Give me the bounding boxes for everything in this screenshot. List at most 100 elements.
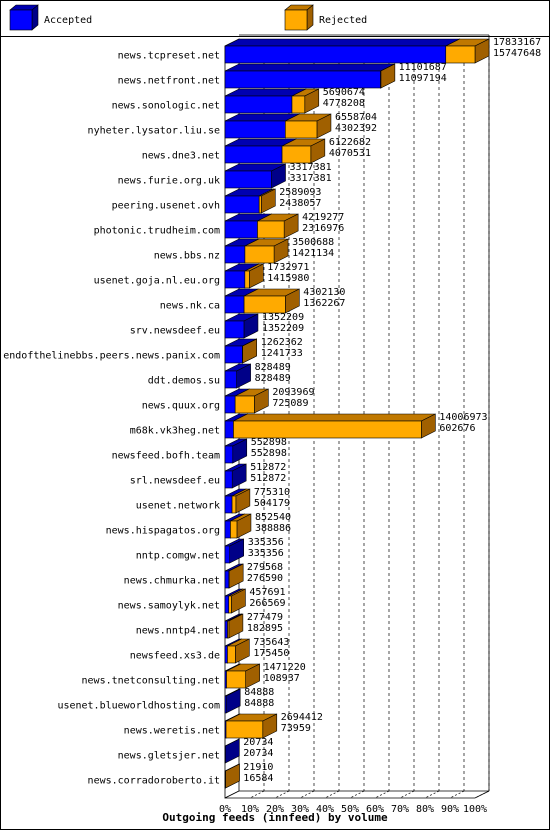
category-label: news.sonologic.net [112,101,220,112]
value-label-accepted: 15747648 [493,48,541,59]
bar-accepted [224,438,248,464]
value-label-offered: 4219277 [302,212,344,223]
value-label-offered: 21910 [243,762,273,773]
value-label-offered: 279568 [247,562,283,573]
bar-accepted [224,738,240,764]
x-tick-label: 100% [463,804,487,815]
bar-rejected [226,663,260,689]
x-tick-label: 20% [266,804,284,815]
category-label: photonic.trudheim.com [94,226,220,237]
x-tick-label: 10% [241,804,259,815]
bar-rejected [234,388,269,414]
value-label-accepted: 1352209 [262,323,304,334]
bar-accepted [224,63,395,89]
legend-accepted-label: Accepted [44,15,92,26]
floor-grid-line [424,790,440,799]
bar-rejected [258,188,276,214]
bar-rejected [380,63,396,89]
value-label-offered: 14006973 [439,412,487,423]
category-labels: news.tcpreset.net news.netfront.net news.s… [3,51,220,787]
value-label-accepted: 4778208 [323,98,365,109]
value-label-accepted: 175450 [253,648,289,659]
category-label: news.tcpreset.net [118,51,220,62]
value-label-accepted: 73959 [281,723,311,734]
bar-rejected [244,238,289,264]
floor-grid-line [324,790,340,799]
value-label-accepted: 11097194 [399,73,447,84]
bar-rejected [224,763,240,789]
value-label-accepted: 602676 [439,423,475,434]
value-label-accepted: 3317381 [290,173,332,184]
category-label: news.weretis.net [124,726,220,737]
value-label-offered: 512872 [250,462,286,473]
value-label-accepted: 388886 [255,523,291,534]
value-label-accepted: 1362267 [303,298,345,309]
value-label-accepted: 4070531 [329,148,371,159]
floor-grid-line [374,790,390,799]
floor-grid-line [349,790,365,799]
bar-rejected [227,638,250,664]
value-label-accepted: 1421134 [292,248,334,259]
value-label-accepted: 1415980 [267,273,309,284]
chart-title: Outgoing feeds (innfeed) by volume [162,811,388,824]
value-label-offered: 2589093 [279,187,321,198]
category-label: news.furie.org.uk [118,176,220,187]
value-label-offered: 852540 [255,512,291,523]
value-label-accepted: 16584 [243,773,273,784]
value-label-offered: 1262362 [261,337,303,348]
value-label-offered: 457691 [249,587,285,598]
category-label: news.hispagatos.org [106,526,220,537]
bar-rejected [233,413,436,439]
value-label-offered: 6122682 [329,137,371,148]
x-tick-label: 90% [441,804,459,815]
category-label: news.chmurka.net [124,576,220,587]
bar-rejected [281,138,326,164]
category-label: newsfeed.bofh.team [112,451,220,462]
value-label-offered: 828489 [255,362,291,373]
bar-accepted [224,163,286,189]
bar-accepted [224,313,259,339]
value-label-offered: 3317381 [290,162,332,173]
value-label-offered: 2694412 [281,712,323,723]
bars [224,38,490,789]
value-label-offered: 2093969 [272,387,314,398]
floor [224,790,490,799]
floor-grid-line [249,790,265,799]
value-label-accepted: 552898 [251,448,287,459]
value-label-accepted: 4302392 [335,123,377,134]
x-tick-label: 80% [416,804,434,815]
value-label-offered: 6558704 [335,112,377,123]
bar-accepted [224,363,251,389]
bar-accepted [224,688,241,714]
value-label-accepted: 84888 [244,698,274,709]
value-label-offered: 335356 [248,537,284,548]
category-label: news.tnetconsulting.net [82,676,220,687]
category-label: m68k.vk3heg.net [130,426,220,437]
value-label-accepted: 2438057 [279,198,321,209]
value-labels: 1783316715747648111016871109719456906744… [243,37,541,784]
floor-grid-line [399,790,415,799]
value-label-accepted: 266569 [249,598,285,609]
x-tick-label: 70% [391,804,409,815]
category-label: srl.newsdeef.eu [130,476,220,487]
category-label: nyheter.lysator.liu.se [88,126,220,137]
x-tick-label: 50% [341,804,359,815]
floor-grid-line [474,790,490,799]
legend: Accepted Rejected [9,4,367,31]
category-label: ddt.demos.su [148,376,220,387]
x-axis-ticks: 0% 10% 20% 30% 40% 50% 60% 70% 80% 90% 100% [219,804,487,815]
bar-rejected [228,563,244,589]
category-label: news.corradoroberto.it [88,776,220,787]
value-label-offered: 17833167 [493,37,541,48]
x-tick-label: 40% [316,804,334,815]
category-label: usenet.network [136,501,220,512]
category-label: news.gletsjer.net [118,751,220,762]
value-label-offered: 277479 [247,612,283,623]
bar-rejected [257,213,299,239]
value-label-accepted: 1241733 [261,348,303,359]
value-label-accepted: 828489 [255,373,291,384]
category-label: srv.newsdeef.eu [130,326,220,337]
legend-rejected-label: Rejected [319,15,367,26]
bar-accepted [224,538,245,564]
value-label-accepted: 2316976 [302,223,344,234]
